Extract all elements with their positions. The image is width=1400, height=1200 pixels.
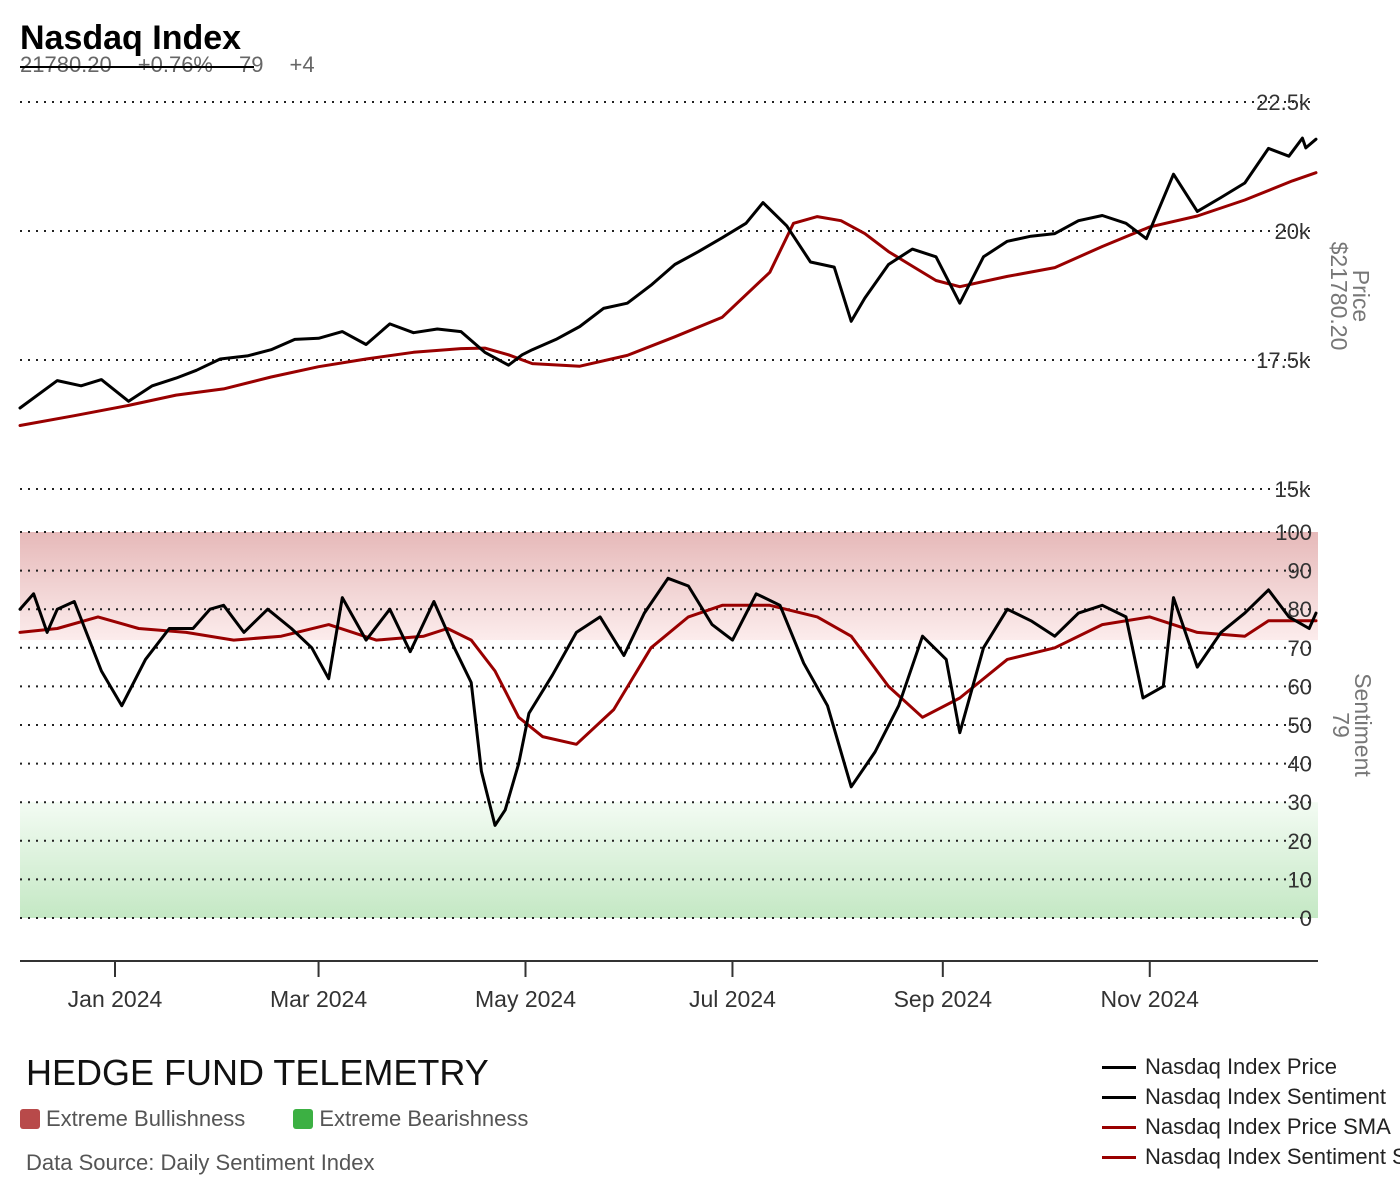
sentiment-tick-label: 0 [1300, 906, 1312, 931]
legend-swatch [1102, 1065, 1136, 1069]
zone-bull: Extreme Bullishness [20, 1106, 245, 1132]
legend-item-sentiment[interactable]: Nasdaq Index Sentiment [1102, 1082, 1400, 1112]
x-tick-label: Nov 2024 [1101, 986, 1200, 1012]
sentiment-tick-label: 40 [1288, 752, 1312, 777]
x-tick-label: Jul 2024 [689, 986, 776, 1012]
legend-label: Nasdaq Index Sentiment SMA [1145, 1144, 1400, 1169]
sentiment-tick-label: 30 [1288, 790, 1312, 815]
price-axis-title: Price$21780.20 [1326, 242, 1374, 351]
legend-item-sentiment-sma[interactable]: Nasdaq Index Sentiment SMA [1102, 1142, 1400, 1172]
header-sentiment: 79 [239, 52, 264, 77]
legend-swatch [1102, 1125, 1136, 1129]
sentiment-tick-label: 90 [1288, 559, 1312, 584]
sentiment-line [18, 576, 1318, 827]
extreme-bearishness-band [20, 802, 1318, 918]
header-sentiment-change: +4 [289, 52, 315, 77]
sentiment-tick-label: 80 [1288, 597, 1312, 622]
sentiment-axis-title-text: 79 [1328, 712, 1354, 738]
series-legend: Nasdaq Index Price Nasdaq Index Sentimen… [1102, 1052, 1400, 1172]
sentiment-tick-label: 10 [1288, 867, 1312, 892]
price-tick-label: 15k [1275, 477, 1311, 502]
x-tick-label: Mar 2024 [270, 986, 367, 1012]
bear-swatch [293, 1109, 314, 1129]
zone-bear: Extreme Bearishness [293, 1106, 528, 1132]
legend-swatch [1102, 1155, 1136, 1159]
legend-item-price[interactable]: Nasdaq Index Price [1102, 1052, 1400, 1082]
extreme-bullishness-band [20, 532, 1318, 641]
zone-legend: Extreme Bullishness Extreme Bearishness [20, 1106, 528, 1132]
legend-item-price-sma[interactable]: Nasdaq Index Price SMA [1102, 1112, 1400, 1142]
sentiment-sma-line [18, 603, 1318, 746]
strike-line [20, 66, 254, 68]
sentiment-tick-label: 70 [1288, 636, 1312, 661]
chart-header: Nasdaq Index 21780.20 +0.76% 79 +4 [20, 18, 341, 78]
legend-label: Nasdaq Index Price [1145, 1054, 1337, 1079]
x-tick-label: Sep 2024 [894, 986, 993, 1012]
price-tick-label: 22.5k [1256, 90, 1311, 115]
chart-svg: 15k 17.5k 20k 22.5k 0 10 20 30 40 50 60 70 80 90 100 Ja… [18, 90, 1376, 1012]
x-tick-label: Jan 2024 [68, 986, 163, 1012]
header-price: 21780.20 [20, 52, 112, 77]
price-line [18, 136, 1318, 410]
price-tick-label: 17.5k [1256, 348, 1311, 373]
sentiment-axis-title-text: Sentiment [1350, 673, 1376, 777]
legend-label: Nasdaq Index Price SMA [1145, 1114, 1391, 1139]
x-tick-label: May 2024 [475, 986, 576, 1012]
legend-swatch [1102, 1095, 1136, 1099]
sentiment-tick-label: 20 [1288, 829, 1312, 854]
header-change: +0.76% [137, 52, 213, 77]
bull-label: Extreme Bullishness [46, 1106, 246, 1131]
header-stats: 21780.20 +0.76% 79 +4 [20, 52, 341, 78]
brand-name: HEDGE FUND TELEMETRY [26, 1052, 489, 1093]
sentiment-tick-label: 50 [1288, 713, 1312, 738]
price-tick-label: 20k [1275, 219, 1311, 244]
price-axis-title-text: Price [1348, 270, 1374, 322]
price-sma-line [18, 171, 1318, 427]
bear-label: Extreme Bearishness [319, 1106, 529, 1131]
bull-swatch [20, 1109, 40, 1129]
sentiment-tick-label: 60 [1288, 674, 1312, 699]
chart-title: Nasdaq Index [20, 19, 242, 57]
price-axis-title-text: $21780.20 [1326, 242, 1352, 351]
sentiment-tick-label: 100 [1275, 520, 1312, 545]
data-source: Data Source: Daily Sentiment Index [26, 1150, 375, 1175]
legend-label: Nasdaq Index Sentiment [1145, 1084, 1386, 1109]
